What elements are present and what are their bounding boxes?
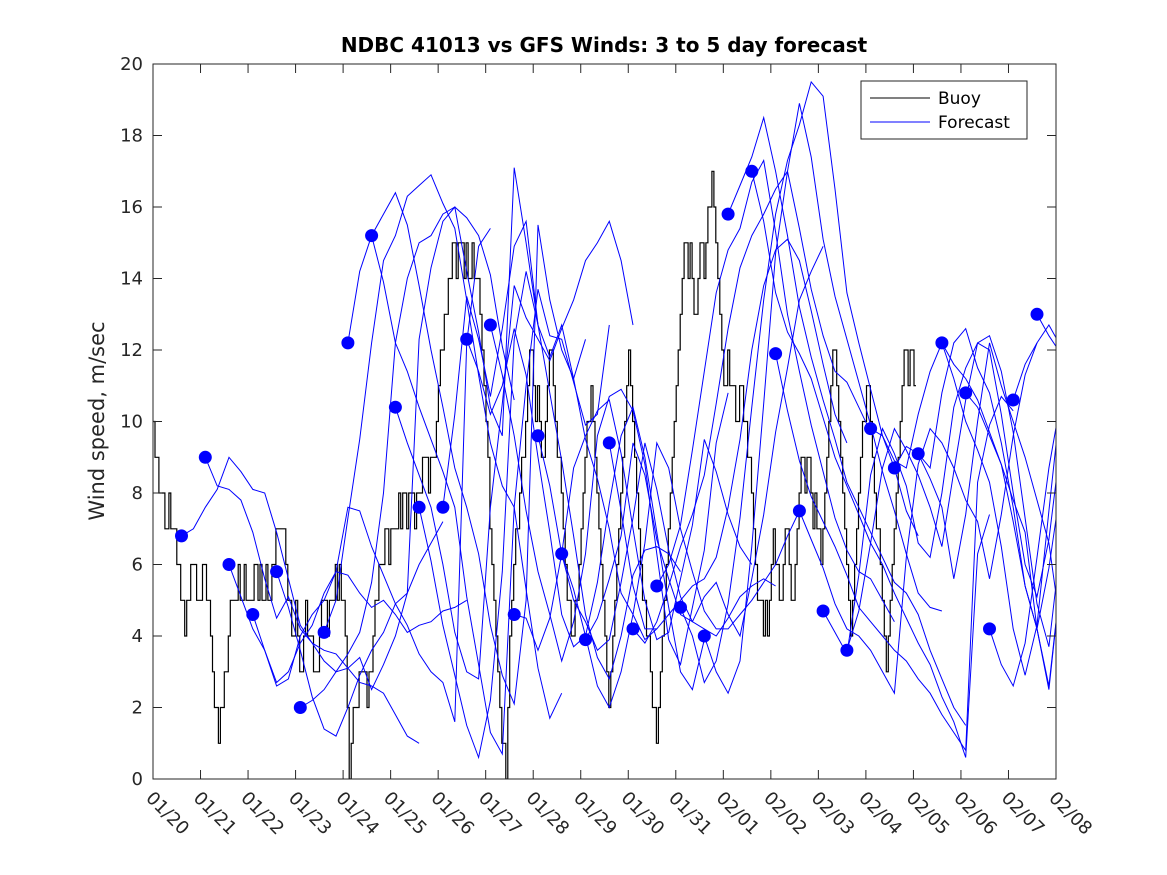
forecast-line-8 xyxy=(347,191,586,706)
forecast-marker-10 xyxy=(388,400,402,414)
chart-title: NDBC 41013 vs GFS Winds: 3 to 5 day fore… xyxy=(341,33,868,57)
forecast-marker-12 xyxy=(436,500,450,514)
forecast-marker-25 xyxy=(745,164,759,178)
forecast-marker-31 xyxy=(887,461,901,475)
forecast-line-34 xyxy=(965,392,1056,630)
forecast-line-6 xyxy=(300,167,539,708)
y-axis-label: Wind speed, m/sec xyxy=(85,321,109,520)
legend: Buoy Forecast xyxy=(860,80,1028,140)
forecast-marker-13 xyxy=(460,332,474,346)
forecast-line-9 xyxy=(371,235,610,756)
forecast-series-group xyxy=(181,80,1056,760)
forecast-line-16 xyxy=(537,435,776,652)
forecast-line-12 xyxy=(442,219,681,681)
legend-forecast-label: Forecast xyxy=(938,113,1010,133)
forecast-line-15 xyxy=(514,399,753,652)
y-tick-label-4: 8 xyxy=(132,483,143,504)
forecast-marker-27 xyxy=(792,504,806,518)
forecast-marker-21 xyxy=(650,579,664,593)
forecast-line-4 xyxy=(252,228,491,722)
forecast-marker-28 xyxy=(816,604,830,618)
y-tick-label-6: 12 xyxy=(120,340,143,361)
forecast-marker-5 xyxy=(270,565,284,579)
forecast-line-1 xyxy=(181,456,420,744)
forecast-line-5 xyxy=(276,206,515,737)
forecast-markers xyxy=(175,164,1044,714)
y-tick-label-9: 18 xyxy=(120,126,143,147)
forecast-line-29 xyxy=(846,334,1056,651)
forecast-line-30 xyxy=(870,341,1056,676)
y-tick-label-8: 16 xyxy=(120,197,143,218)
forecast-marker-23 xyxy=(697,629,711,643)
legend-box xyxy=(860,80,1028,140)
forecast-marker-2 xyxy=(198,450,212,464)
forecast-line-23 xyxy=(703,103,943,695)
forecast-marker-32 xyxy=(911,447,925,461)
forecast-marker-24 xyxy=(721,207,735,221)
forecast-marker-4 xyxy=(246,608,260,621)
forecast-marker-15 xyxy=(507,608,521,621)
forecast-line-26 xyxy=(775,353,1014,752)
forecast-line-33 xyxy=(941,342,1056,690)
forecast-line-31 xyxy=(893,327,1056,687)
forecast-line-10 xyxy=(394,220,634,680)
forecast-marker-1 xyxy=(175,529,188,543)
forecast-marker-6 xyxy=(293,701,307,714)
forecast-marker-8 xyxy=(341,336,355,350)
forecast-line-7 xyxy=(323,173,563,720)
forecast-line-22 xyxy=(680,80,919,684)
forecast-marker-26 xyxy=(769,347,783,361)
forecast-line-28 xyxy=(822,342,1056,656)
forecast-marker-34 xyxy=(959,386,973,400)
forecast-line-36 xyxy=(1012,324,1056,401)
forecast-line-27 xyxy=(798,342,1038,695)
y-tick-label-3: 6 xyxy=(132,555,143,576)
forecast-line-20 xyxy=(632,170,872,644)
y-tick-label-5: 10 xyxy=(120,412,143,433)
legend-buoy-label: Buoy xyxy=(938,89,981,109)
plot-area xyxy=(153,80,1056,779)
y-tick-label-10: 20 xyxy=(120,54,143,75)
forecast-marker-20 xyxy=(626,622,640,636)
y-tick-label-0: 0 xyxy=(132,769,143,790)
forecast-marker-7 xyxy=(317,625,331,639)
forecast-marker-14 xyxy=(483,318,497,332)
forecast-marker-36 xyxy=(1006,393,1020,407)
forecast-line-35 xyxy=(989,424,1056,688)
y-tick-label-1: 2 xyxy=(132,698,143,719)
forecast-line-32 xyxy=(917,342,1056,598)
forecast-line-2 xyxy=(204,457,444,691)
forecast-marker-18 xyxy=(579,633,592,647)
y-tick-label-2: 4 xyxy=(132,626,143,647)
forecast-marker-17 xyxy=(555,547,569,561)
forecast-line-24 xyxy=(727,115,967,726)
forecast-marker-3 xyxy=(222,558,236,571)
forecast-marker-29 xyxy=(840,643,854,657)
forecast-marker-22 xyxy=(674,600,687,614)
forecast-marker-16 xyxy=(531,429,545,443)
forecast-marker-35 xyxy=(983,622,996,636)
forecast-marker-19 xyxy=(602,436,616,450)
forecast-marker-9 xyxy=(365,229,379,243)
forecast-line-17 xyxy=(561,441,800,709)
forecast-line-19 xyxy=(608,238,848,630)
forecast-marker-11 xyxy=(412,500,426,514)
y-tick-label-7: 14 xyxy=(120,269,143,290)
forecast-line-21 xyxy=(656,159,895,622)
forecast-marker-30 xyxy=(864,422,878,436)
forecast-marker-37 xyxy=(1030,307,1044,321)
forecast-marker-33 xyxy=(935,336,949,350)
